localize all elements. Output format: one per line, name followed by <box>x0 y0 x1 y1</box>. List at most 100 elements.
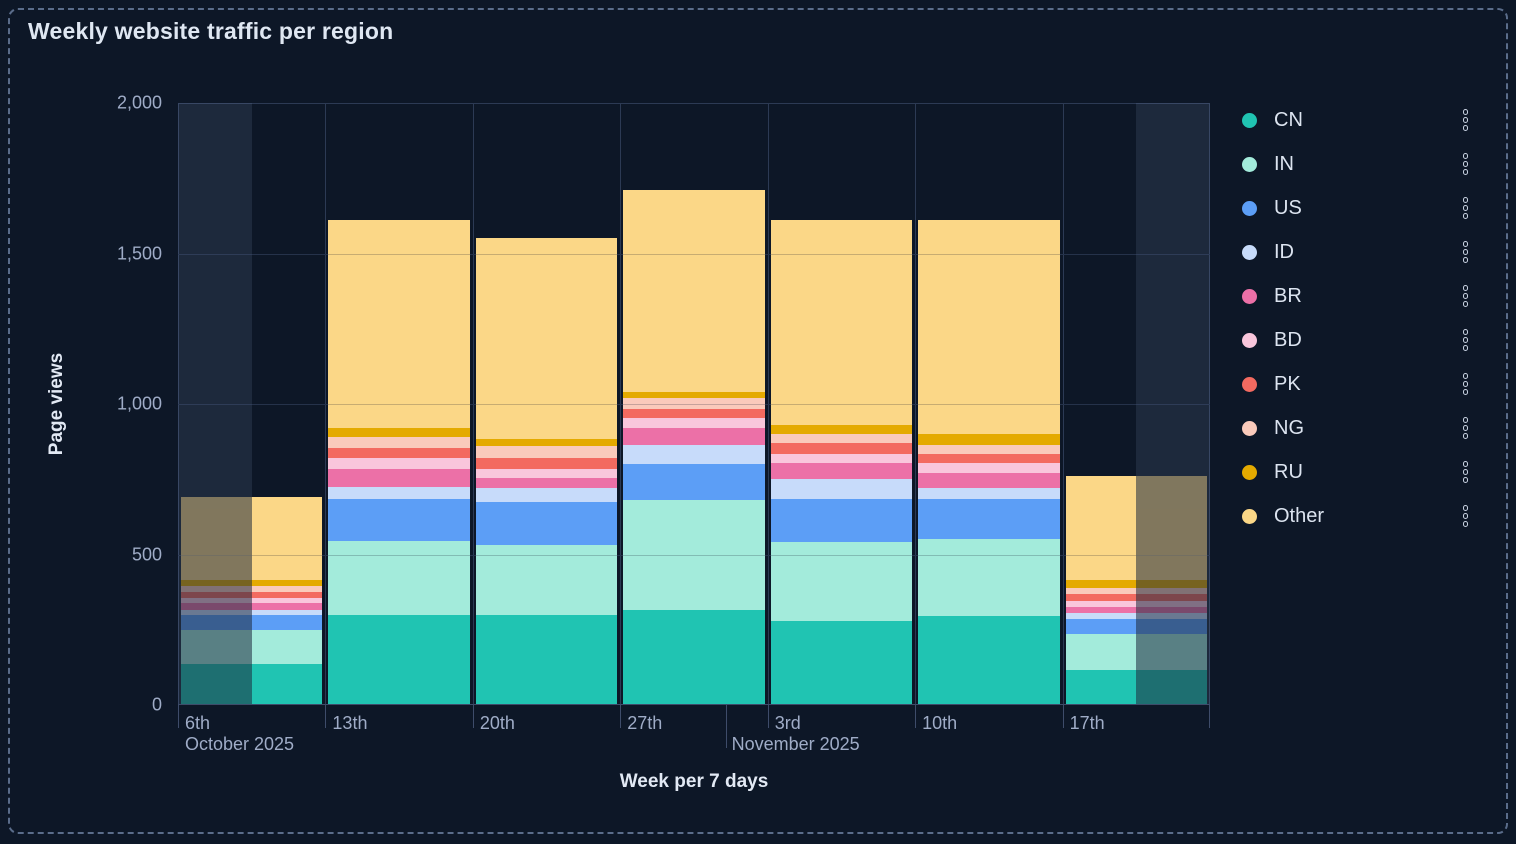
bar-segment-IN[interactable] <box>1065 634 1137 671</box>
bar-segment-RU[interactable] <box>1065 580 1137 588</box>
bar-segment-NG[interactable] <box>475 446 618 459</box>
bar-segment-PK[interactable] <box>181 592 252 599</box>
bar-segment-RU[interactable] <box>1136 580 1207 588</box>
bar-segment-PK[interactable] <box>1065 593 1137 602</box>
bar-segment-CN[interactable] <box>181 664 252 705</box>
bar-segment-Other[interactable] <box>181 497 252 581</box>
bar-segment-Other[interactable] <box>770 220 913 426</box>
bar-segment-ID[interactable] <box>770 479 913 499</box>
bar-segment-IN[interactable] <box>1136 634 1207 671</box>
legend-item-CN[interactable]: CN <box>1242 98 1470 142</box>
legend-menu-kebab-icon[interactable] <box>1461 107 1471 133</box>
bar-segment-ID[interactable] <box>918 488 1060 499</box>
bar-segment-US[interactable] <box>918 498 1060 540</box>
bar-segment-BD[interactable] <box>918 462 1060 474</box>
bar-segment-PK[interactable] <box>770 443 913 454</box>
bar-segment-Other[interactable] <box>251 497 323 581</box>
bar-segment-US[interactable] <box>181 614 252 630</box>
bar-segment-US[interactable] <box>475 501 618 546</box>
bar-segment-ID[interactable] <box>623 444 765 465</box>
bar-segment-NG[interactable] <box>328 437 470 448</box>
bar-segment-IN[interactable] <box>251 629 323 665</box>
bar-segment-IN[interactable] <box>328 540 470 615</box>
bar-segment-RU[interactable] <box>475 438 618 447</box>
bar-segment-NG[interactable] <box>1136 587 1207 594</box>
bar-segment-ID[interactable] <box>181 610 252 615</box>
legend-menu-kebab-icon[interactable] <box>1461 151 1471 177</box>
bar-segment-Other[interactable] <box>918 220 1060 435</box>
legend-item-ID[interactable]: ID <box>1242 230 1470 274</box>
legend-menu-kebab-icon[interactable] <box>1461 415 1471 441</box>
bar-segment-CN[interactable] <box>328 614 470 705</box>
legend-menu-kebab-icon[interactable] <box>1461 371 1471 397</box>
legend-item-Other[interactable]: Other <box>1242 494 1470 538</box>
bar-segment-NG[interactable] <box>918 444 1060 454</box>
bar-segment-BR[interactable] <box>623 428 765 445</box>
bar-segment-RU[interactable] <box>328 428 470 438</box>
bar-segment-ID[interactable] <box>1065 613 1137 620</box>
bar-segment-CN[interactable] <box>1136 670 1207 705</box>
bar-segment-BR[interactable] <box>1065 607 1137 614</box>
legend-item-US[interactable]: US <box>1242 186 1470 230</box>
bar-segment-Other[interactable] <box>1065 476 1137 581</box>
legend-item-IN[interactable]: IN <box>1242 142 1470 186</box>
bar-segment-PK[interactable] <box>623 408 765 418</box>
bar-segment-BD[interactable] <box>328 458 470 469</box>
bar-segment-BD[interactable] <box>770 453 913 463</box>
bar-segment-Other[interactable] <box>623 190 765 392</box>
bar-segment-US[interactable] <box>623 464 765 501</box>
bar-segment-BR[interactable] <box>1136 607 1207 614</box>
bar-segment-IN[interactable] <box>770 542 913 621</box>
bar-segment-NG[interactable] <box>623 397 765 409</box>
bar-segment-NG[interactable] <box>181 586 252 593</box>
legend-item-PK[interactable]: PK <box>1242 362 1470 406</box>
bar-segment-PK[interactable] <box>251 592 323 599</box>
bar-segment-NG[interactable] <box>770 434 913 444</box>
bar-segment-US[interactable] <box>251 614 323 630</box>
bar-segment-US[interactable] <box>770 498 913 543</box>
bar-segment-CN[interactable] <box>623 610 765 705</box>
bar-segment-PK[interactable] <box>475 458 618 469</box>
bar-segment-RU[interactable] <box>623 391 765 398</box>
bar-segment-RU[interactable] <box>770 425 913 435</box>
bar-segment-Other[interactable] <box>1136 476 1207 581</box>
bar-segment-RU[interactable] <box>918 434 1060 445</box>
legend-menu-kebab-icon[interactable] <box>1461 327 1471 353</box>
bar-segment-ID[interactable] <box>475 488 618 502</box>
legend-item-NG[interactable]: NG <box>1242 406 1470 450</box>
bar-segment-BD[interactable] <box>251 598 323 603</box>
bar-segment-IN[interactable] <box>181 629 252 665</box>
bar-segment-ID[interactable] <box>251 610 323 615</box>
bar-segment-BR[interactable] <box>918 473 1060 489</box>
legend-item-BR[interactable]: BR <box>1242 274 1470 318</box>
bar-segment-CN[interactable] <box>1065 670 1137 705</box>
bar-segment-RU[interactable] <box>181 580 252 587</box>
bar-segment-IN[interactable] <box>918 539 1060 617</box>
bar-segment-BD[interactable] <box>1065 601 1137 608</box>
bar-segment-BR[interactable] <box>328 468 470 487</box>
legend-item-RU[interactable]: RU <box>1242 450 1470 494</box>
bar-segment-ID[interactable] <box>328 486 470 499</box>
bar-segment-NG[interactable] <box>251 586 323 593</box>
bar-segment-ID[interactable] <box>1136 613 1207 620</box>
bar-segment-PK[interactable] <box>1136 593 1207 602</box>
bar-segment-BR[interactable] <box>475 477 618 489</box>
legend-menu-kebab-icon[interactable] <box>1461 283 1471 309</box>
bar-segment-CN[interactable] <box>918 616 1060 705</box>
bar-segment-BD[interactable] <box>475 468 618 478</box>
bar-segment-IN[interactable] <box>623 500 765 611</box>
bar-segment-CN[interactable] <box>475 614 618 705</box>
bar-segment-PK[interactable] <box>918 453 1060 463</box>
bar-segment-NG[interactable] <box>1065 587 1137 594</box>
legend-menu-kebab-icon[interactable] <box>1461 459 1471 485</box>
bar-segment-CN[interactable] <box>770 620 913 705</box>
bar-segment-Other[interactable] <box>328 220 470 429</box>
bar-segment-US[interactable] <box>1065 619 1137 635</box>
bar-segment-US[interactable] <box>328 498 470 541</box>
bar-segment-RU[interactable] <box>251 580 323 587</box>
bar-segment-BD[interactable] <box>623 417 765 429</box>
legend-menu-kebab-icon[interactable] <box>1461 503 1471 529</box>
bar-segment-BR[interactable] <box>770 462 913 480</box>
bar-segment-CN[interactable] <box>251 664 323 705</box>
bar-segment-BD[interactable] <box>1136 601 1207 608</box>
